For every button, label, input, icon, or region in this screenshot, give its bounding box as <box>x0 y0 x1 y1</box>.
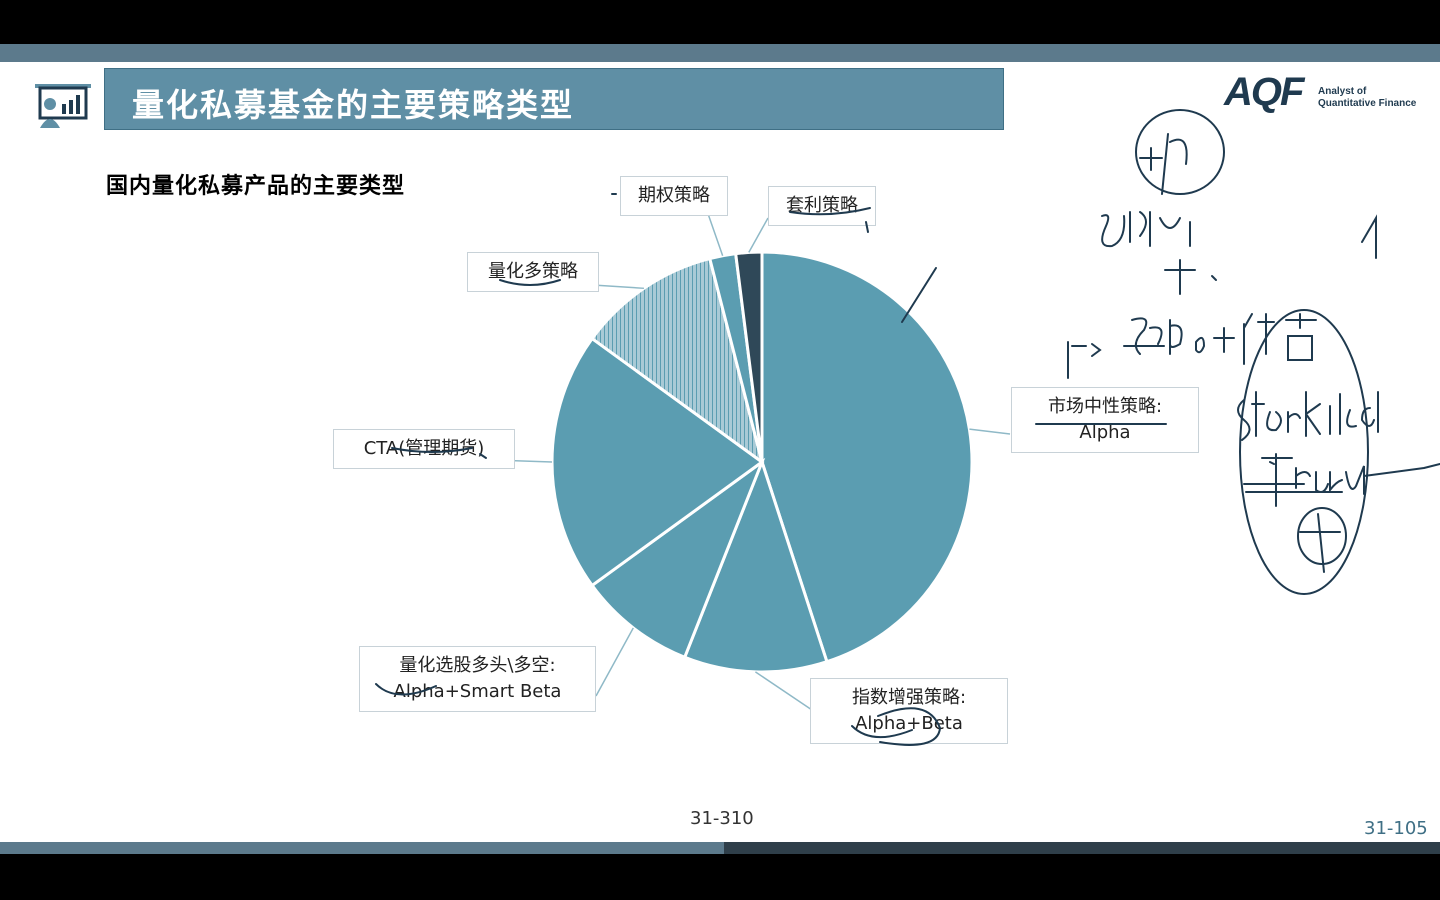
label-arbitrage-title: 套利策略 <box>786 195 858 216</box>
logo-mark: AQF <box>1224 70 1304 114</box>
pie-slice-index-enhanced <box>682 457 829 674</box>
label-index-enhanced: 指数增强策略: Alpha+Beta <box>810 678 1008 744</box>
logo-line-2: Quantitative Finance <box>1318 98 1417 109</box>
presentation-icon <box>34 82 92 130</box>
label-multi-strategy-title: 量化多策略 <box>488 261 578 282</box>
slide: 量化私募基金的主要策略类型 AQF Analyst of Quantitativ… <box>0 62 1440 842</box>
title-bar: 量化私募基金的主要策略类型 <box>104 68 1004 130</box>
leader-line-arbitrage <box>748 217 769 253</box>
label-options-title: 期权策略 <box>638 185 710 206</box>
aqf-logo: AQF Analyst of Quantitative Finance <box>1224 70 1434 118</box>
page-number-right: 31-105 <box>1364 818 1428 839</box>
label-market-neutral-sub: Alpha <box>1079 422 1131 443</box>
logo-text: Analyst of Quantitative Finance <box>1318 86 1416 110</box>
leader-line-index-enhanced <box>754 671 813 711</box>
pie-slice-arbitrage <box>734 250 764 463</box>
label-index-enhanced-title: 指数增强策略: <box>851 687 967 708</box>
slide-title: 量化私募基金的主要策略类型 <box>132 86 575 124</box>
label-arbitrage: 套利策略 <box>768 186 876 226</box>
pie-slice-multi-strategy <box>590 256 765 466</box>
label-market-neutral: 市场中性策略: Alpha <box>1011 387 1199 453</box>
label-market-neutral-title: 市场中性策略: <box>1047 396 1163 417</box>
label-cta-title: CTA(管理期货) <box>363 438 485 459</box>
pie-chart <box>492 207 1011 711</box>
leader-line-market-neutral <box>969 428 1011 435</box>
label-cta: CTA(管理期货) <box>333 429 515 469</box>
top-bar <box>0 44 1440 62</box>
leader-line-quant-stock <box>595 627 634 697</box>
logo-line-1: Analyst of <box>1318 86 1367 97</box>
chart-subtitle: 国内量化私募产品的主要类型 <box>106 173 406 199</box>
label-quant-stock-sub: Alpha+Smart Beta <box>393 681 562 702</box>
label-index-enhanced-sub: Alpha+Beta <box>855 713 963 734</box>
label-options: 期权策略 <box>620 176 728 216</box>
label-quant-stock-title: 量化选股多头\多空: <box>399 655 556 676</box>
label-multi-strategy: 量化多策略 <box>467 252 599 292</box>
page-number-center: 31-310 <box>690 808 754 829</box>
label-quant-stock: 量化选股多头\多空: Alpha+Smart Beta <box>359 646 596 712</box>
bottom-bar-dark <box>724 842 1440 854</box>
